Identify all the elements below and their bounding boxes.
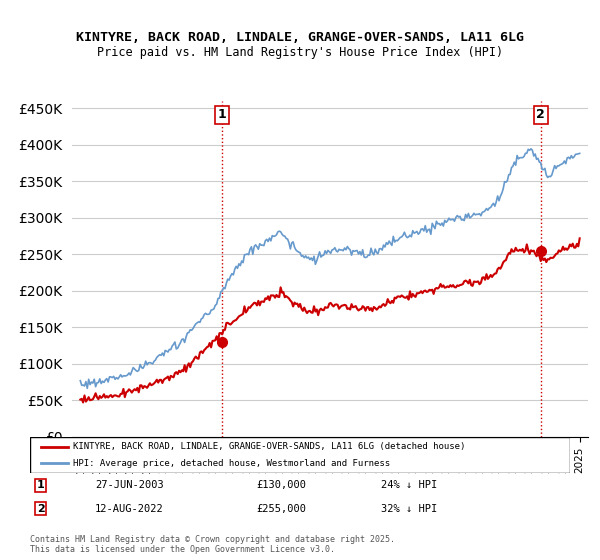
Text: 27-JUN-2003: 27-JUN-2003 <box>95 480 164 490</box>
Text: 1: 1 <box>37 480 44 490</box>
Text: £255,000: £255,000 <box>257 504 307 514</box>
Text: HPI: Average price, detached house, Westmorland and Furness: HPI: Average price, detached house, West… <box>73 459 391 468</box>
FancyBboxPatch shape <box>30 437 570 473</box>
Text: 24% ↓ HPI: 24% ↓ HPI <box>381 480 437 490</box>
Text: Price paid vs. HM Land Registry's House Price Index (HPI): Price paid vs. HM Land Registry's House … <box>97 46 503 59</box>
Text: 1: 1 <box>217 108 226 121</box>
Text: 2: 2 <box>37 504 44 514</box>
Text: KINTYRE, BACK ROAD, LINDALE, GRANGE-OVER-SANDS, LA11 6LG (detached house): KINTYRE, BACK ROAD, LINDALE, GRANGE-OVER… <box>73 442 466 451</box>
Text: 12-AUG-2022: 12-AUG-2022 <box>95 504 164 514</box>
Text: Contains HM Land Registry data © Crown copyright and database right 2025.
This d: Contains HM Land Registry data © Crown c… <box>30 535 395 554</box>
Text: £130,000: £130,000 <box>257 480 307 490</box>
Text: 32% ↓ HPI: 32% ↓ HPI <box>381 504 437 514</box>
Text: 2: 2 <box>536 108 545 121</box>
Text: KINTYRE, BACK ROAD, LINDALE, GRANGE-OVER-SANDS, LA11 6LG: KINTYRE, BACK ROAD, LINDALE, GRANGE-OVER… <box>76 31 524 44</box>
